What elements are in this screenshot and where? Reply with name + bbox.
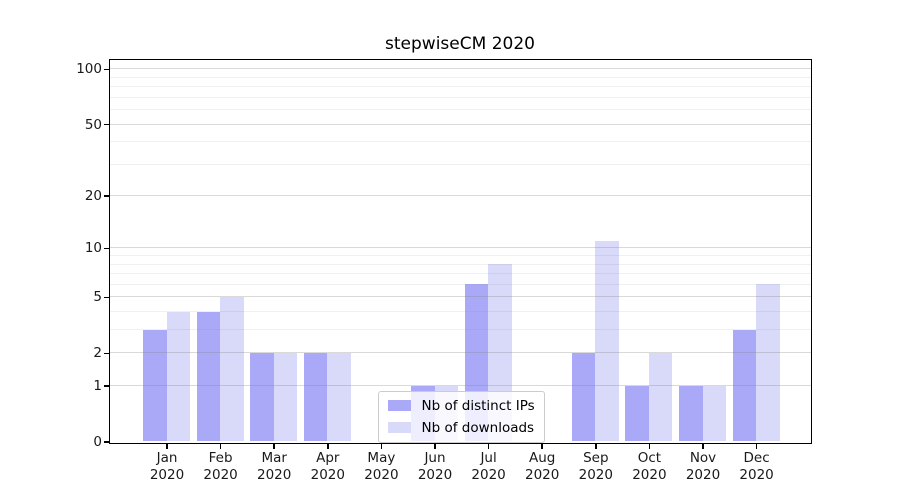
legend: Nb of distinct IPs Nb of downloads [377, 390, 545, 443]
x-tick-mark-oct [648, 443, 651, 449]
x-tick-mark-feb [219, 443, 222, 449]
bar-downloads-mar [273, 352, 298, 442]
legend-entry-distinct-ips: Nb of distinct IPs [387, 397, 535, 414]
x-tick-label-aug: Aug 2020 [525, 450, 560, 483]
x-tick-mark-aug [541, 443, 543, 449]
bar-ips-dec [732, 329, 757, 442]
bar-ips-jan [143, 329, 167, 442]
bar-ips-oct [625, 385, 649, 442]
x-tick-mark-mar [273, 443, 275, 449]
legend-label-downloads: Nb of downloads [421, 419, 535, 436]
legend-label-distinct-ips: Nb of distinct IPs [421, 397, 535, 414]
bar-ips-feb [196, 311, 221, 442]
bar-ips-apr [303, 352, 328, 442]
bar-downloads-feb [220, 296, 244, 442]
y-tick-label-50: 50 [84, 116, 102, 133]
x-tick-label-oct: Oct 2020 [632, 450, 667, 483]
y-tick-label-1: 1 [93, 378, 102, 395]
y-tick-label-100: 100 [76, 61, 102, 78]
y-tick-mark-100 [104, 68, 109, 71]
y-tick-label-0: 0 [93, 434, 102, 450]
x-tick-label-mar: Mar 2020 [257, 450, 292, 483]
bar-ips-mar [250, 352, 274, 442]
x-tick-label-feb: Feb 2020 [203, 450, 238, 483]
legend-swatch-distinct-ips [387, 400, 411, 411]
x-tick-label-sep: Sep 2020 [578, 450, 613, 483]
y-tick-mark-2 [104, 352, 109, 355]
y-tick-mark-0 [104, 441, 109, 443]
x-tick-label-jul: Jul 2020 [471, 450, 506, 483]
y-tick-label-2: 2 [93, 345, 102, 362]
x-tick-mark-apr [327, 443, 329, 449]
y-tick-label-10: 10 [84, 240, 102, 257]
x-tick-mark-sep [595, 443, 597, 449]
x-tick-mark-may [380, 443, 383, 449]
bar-downloads-dec [756, 284, 780, 442]
x-tick-label-apr: Apr 2020 [310, 450, 345, 483]
bar-downloads-sep [595, 240, 619, 442]
y-tick-mark-1 [104, 385, 109, 387]
x-tick-mark-jul [487, 443, 490, 449]
x-tick-label-nov: Nov 2020 [685, 450, 721, 483]
x-tick-mark-jun [434, 443, 436, 449]
bar-downloads-jan [166, 311, 190, 442]
x-tick-label-jan: Jan 2020 [149, 450, 185, 483]
x-tick-mark-dec [755, 443, 758, 449]
x-tick-mark-jan [166, 443, 168, 449]
plot-area: Nb of distinct IPs Nb of downloads [108, 58, 812, 444]
bar-downloads-apr [327, 352, 351, 442]
x-tick-mark-nov [702, 443, 704, 449]
y-tick-mark-10 [104, 247, 109, 250]
y-tick-mark-5 [104, 296, 109, 299]
bars-layer [110, 60, 811, 443]
bar-downloads-oct [648, 352, 673, 442]
bar-ips-sep [571, 352, 596, 442]
x-tick-label-may: May 2020 [364, 450, 399, 483]
y-tick-mark-50 [104, 123, 109, 126]
legend-swatch-downloads [387, 422, 411, 433]
bar-ips-nov [679, 385, 703, 442]
bar-downloads-nov [702, 385, 726, 442]
legend-entry-downloads: Nb of downloads [387, 419, 535, 436]
x-tick-label-jun: Jun 2020 [417, 450, 453, 483]
y-tick-label-20: 20 [84, 188, 102, 205]
y-tick-mark-20 [104, 195, 109, 197]
x-tick-label-dec: Dec 2020 [739, 450, 774, 483]
chart-title: stepwiseCM 2020 [385, 34, 535, 54]
y-tick-label-5: 5 [93, 289, 102, 306]
